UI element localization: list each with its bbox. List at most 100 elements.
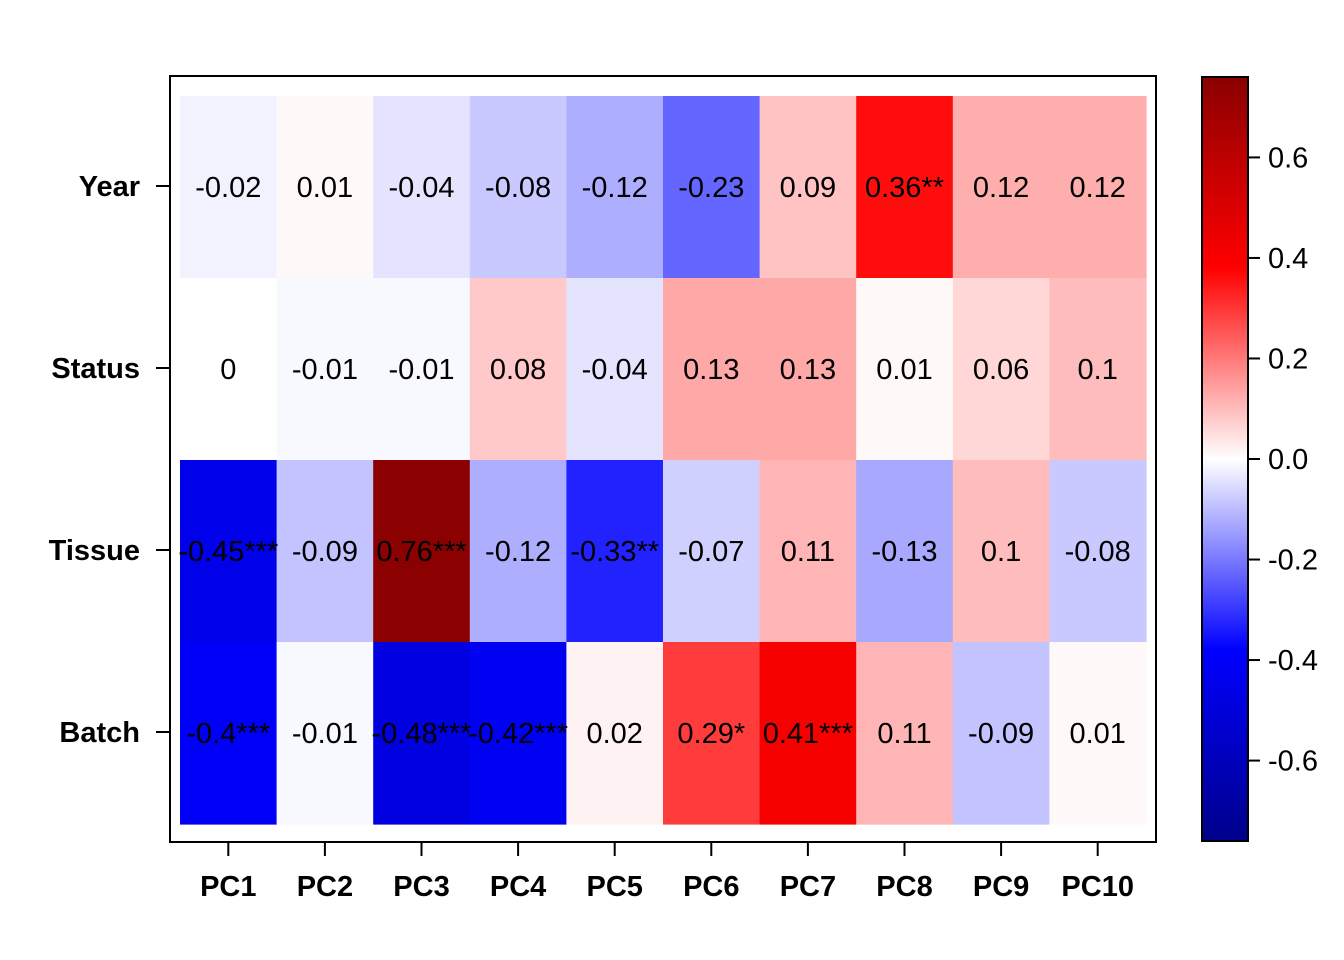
- cell-value-label: 0.06: [973, 354, 1029, 386]
- heatmap-cell: [856, 460, 954, 643]
- cell-value-label: 0.1: [981, 536, 1021, 568]
- heatmap-cell: [566, 460, 664, 643]
- color-scale-tick-label: 0.6: [1268, 142, 1308, 174]
- heatmap-cell: [180, 278, 278, 461]
- heatmap-cell: [469, 460, 567, 643]
- cell-value-label: -0.01: [388, 354, 454, 386]
- cell-value-label: 0.02: [586, 718, 642, 750]
- heatmap-cell: [180, 96, 278, 279]
- column-label: PC8: [876, 871, 932, 903]
- heatmap-cell: [1049, 278, 1147, 461]
- heatmap-cell: [663, 460, 761, 643]
- cell-value-label: -0.08: [1065, 536, 1131, 568]
- cell-value-label: -0.09: [292, 536, 358, 568]
- column-label: PC7: [780, 871, 836, 903]
- cell-value-label: -0.23: [678, 172, 744, 204]
- cell-value-label: -0.04: [388, 172, 454, 204]
- heatmap-cell: [1049, 460, 1147, 643]
- cell-value-label: 0.01: [1069, 718, 1125, 750]
- heatmap-cell: [952, 278, 1050, 461]
- column-axis: PC1 PC2 PC3 PC4 PC5 PC6 PC7 PC8 PC9 PC10: [200, 841, 1134, 903]
- heatmap-cell: [373, 96, 471, 279]
- heatmap-cell: [180, 460, 278, 643]
- color-scale-tick-label: -0.6: [1268, 746, 1318, 778]
- column-label: PC10: [1061, 871, 1134, 903]
- cell-value-label: -0.08: [485, 172, 551, 204]
- color-scale-tick-label: -0.4: [1268, 645, 1318, 677]
- cell-value-label: 0.11: [781, 536, 835, 568]
- column-label: PC5: [586, 871, 642, 903]
- heatmap-cell: [1049, 96, 1147, 279]
- cell-value-label: 0.76***: [376, 536, 466, 568]
- cell-value-label: 0.13: [780, 354, 836, 386]
- cell-value-label: 0.08: [490, 354, 546, 386]
- heatmap-cell: [663, 96, 761, 279]
- cell-value-label: 0.12: [1069, 172, 1125, 204]
- color-scale-tick-label: 0.4: [1268, 243, 1308, 275]
- color-scale-tick-label: 0.2: [1268, 343, 1308, 375]
- cell-value-label: -0.48***: [372, 718, 472, 750]
- cell-value-label: 0.12: [973, 172, 1029, 204]
- heatmap-cell: [663, 642, 761, 825]
- column-label: PC4: [490, 871, 546, 903]
- heatmap-cell: [856, 278, 954, 461]
- row-axis: Year Status Tissue Batch: [49, 171, 171, 749]
- color-scale-bar: [1201, 76, 1249, 842]
- heatmap-cell: [373, 460, 471, 643]
- cell-value-label: -0.33**: [570, 536, 659, 568]
- heatmap-cell: [276, 96, 374, 279]
- cell-value-label: 0.41***: [763, 718, 853, 750]
- cell-value-label: 0.01: [297, 172, 353, 204]
- heatmap-cell: [952, 642, 1050, 825]
- cell-value-label: -0.04: [582, 354, 648, 386]
- heatmap-cell: [566, 96, 664, 279]
- cell-value-label: 0: [220, 354, 236, 386]
- row-label: Status: [51, 353, 140, 385]
- heatmap-cell: [952, 96, 1050, 279]
- column-label: PC3: [393, 871, 449, 903]
- heatmap-cell: [469, 278, 567, 461]
- color-scale-legend: 0.6 0.4 0.2 0.0 -0.2 -0.4 -0.6: [1201, 76, 1318, 842]
- cell-value-label: -0.12: [485, 536, 551, 568]
- heatmap-cell: [469, 96, 567, 279]
- heatmap-cell: [856, 642, 954, 825]
- cell-value-label: -0.4***: [186, 718, 270, 750]
- cell-value-label: -0.01: [292, 354, 358, 386]
- cell-value-label: 0.29*: [677, 718, 745, 750]
- heatmap-cell: [469, 642, 567, 825]
- row-label: Year: [79, 171, 140, 203]
- heatmap-cell: [566, 278, 664, 461]
- cell-value-label: -0.09: [968, 718, 1034, 750]
- heatmap-cell: [276, 642, 374, 825]
- color-scale-tick-label: -0.2: [1268, 545, 1318, 577]
- heatmap-cell: [759, 642, 857, 825]
- heatmap-cell: [759, 460, 857, 643]
- cell-value-label: 0.11: [877, 718, 931, 750]
- column-label: PC6: [683, 871, 739, 903]
- column-label: PC9: [973, 871, 1029, 903]
- cell-value-label: -0.02: [195, 172, 261, 204]
- heatmap-cell-labels: -0.02 0.01 -0.04 -0.08 -0.12 -0.23 0.09 0.36** 0…: [178, 172, 1130, 750]
- cell-value-label: 0.36**: [865, 172, 944, 204]
- heatmap-cell: [180, 642, 278, 825]
- row-label: Tissue: [49, 535, 140, 567]
- cell-value-label: -0.01: [292, 718, 358, 750]
- heatmap-cell: [952, 460, 1050, 643]
- heatmap-cell: [276, 460, 374, 643]
- cell-value-label: -0.45***: [178, 536, 278, 568]
- heatmap-cell: [1049, 642, 1147, 825]
- heatmap-cell: [856, 96, 954, 279]
- heatmap-cell: [759, 278, 857, 461]
- heatmap-cell: [759, 96, 857, 279]
- cell-value-label: 0.1: [1078, 354, 1118, 386]
- cell-value-label: -0.42***: [468, 718, 568, 750]
- row-label: Batch: [59, 717, 140, 749]
- color-scale-tick-label: 0.0: [1268, 444, 1308, 476]
- cell-value-label: -0.07: [678, 536, 744, 568]
- heatmap-cell: [663, 278, 761, 461]
- cell-value-label: 0.01: [876, 354, 932, 386]
- cell-value-label: 0.13: [683, 354, 739, 386]
- column-label: PC2: [297, 871, 353, 903]
- cell-value-label: -0.12: [582, 172, 648, 204]
